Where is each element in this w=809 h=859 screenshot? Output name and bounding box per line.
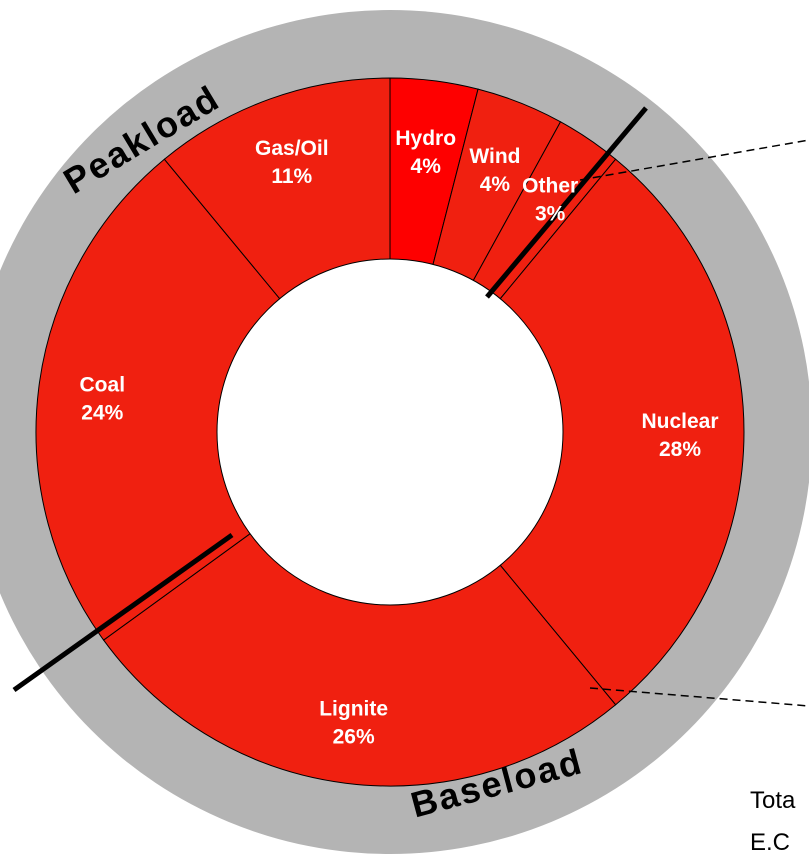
slice-label: Coal 24%	[80, 374, 126, 425]
slice-label: Hydro 4%	[395, 127, 456, 178]
slice-value: 24%	[81, 402, 123, 425]
note-text: Tota	[750, 787, 796, 814]
slice-label: Other 3%	[522, 174, 578, 225]
dashed-line	[589, 687, 809, 707]
slice-label: Gas/Oil 11%	[255, 137, 329, 188]
slice-value: 11%	[271, 165, 312, 188]
slice	[102, 431, 617, 787]
slice-name: Other	[522, 174, 578, 197]
slice-name: Coal	[80, 374, 126, 397]
note-text: E.C	[750, 829, 790, 856]
divider-line	[485, 106, 648, 299]
slice-label: Lignite 26%	[319, 698, 388, 749]
slice-label: Nuclear 28%	[641, 410, 718, 461]
slice	[35, 158, 391, 641]
slice-name: Hydro	[395, 127, 456, 150]
slice-name: Lignite	[319, 698, 388, 721]
slice-value: 3%	[535, 202, 566, 225]
slice-value: 4%	[480, 173, 511, 196]
donut-hole	[216, 258, 564, 606]
slice	[389, 158, 745, 706]
slice-name: Gas/Oil	[255, 137, 329, 160]
slice-value: 4%	[411, 155, 442, 178]
slice-value: 26%	[333, 726, 375, 749]
slice-value: 28%	[659, 438, 701, 461]
slice-name: Nuclear	[641, 410, 718, 433]
slice-label: Wind 4%	[469, 145, 520, 196]
slice-name: Wind	[469, 145, 520, 168]
divider-line	[12, 532, 234, 693]
